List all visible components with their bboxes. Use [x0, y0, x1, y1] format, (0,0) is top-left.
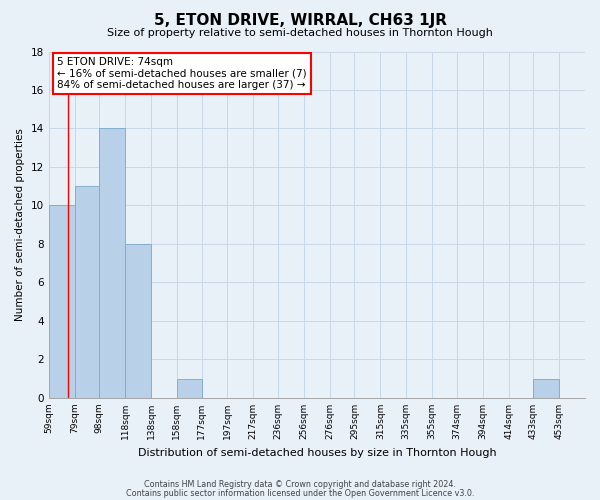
Bar	[99, 128, 125, 398]
Bar	[74, 186, 99, 398]
Y-axis label: Number of semi-detached properties: Number of semi-detached properties	[15, 128, 25, 321]
Bar	[177, 378, 202, 398]
Text: Contains HM Land Registry data © Crown copyright and database right 2024.: Contains HM Land Registry data © Crown c…	[144, 480, 456, 489]
Bar	[533, 378, 559, 398]
Bar	[49, 206, 74, 398]
Text: Size of property relative to semi-detached houses in Thornton Hough: Size of property relative to semi-detach…	[107, 28, 493, 38]
Text: 5 ETON DRIVE: 74sqm
← 16% of semi-detached houses are smaller (7)
84% of semi-de: 5 ETON DRIVE: 74sqm ← 16% of semi-detach…	[57, 56, 307, 90]
Text: 5, ETON DRIVE, WIRRAL, CH63 1JR: 5, ETON DRIVE, WIRRAL, CH63 1JR	[154, 12, 446, 28]
X-axis label: Distribution of semi-detached houses by size in Thornton Hough: Distribution of semi-detached houses by …	[137, 448, 496, 458]
Text: Contains public sector information licensed under the Open Government Licence v3: Contains public sector information licen…	[126, 488, 474, 498]
Bar	[125, 244, 151, 398]
